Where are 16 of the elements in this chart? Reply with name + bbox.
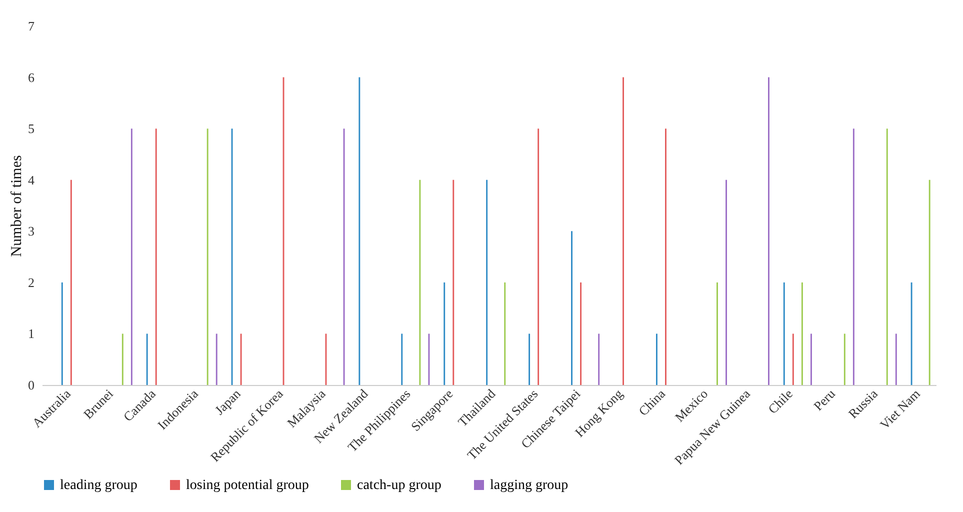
legend-label: leading group xyxy=(60,478,138,493)
y-tick-label: 4 xyxy=(28,172,35,188)
y-tick-label: 2 xyxy=(28,274,34,290)
y-tick-label: 5 xyxy=(28,121,34,136)
y-tick-label: 6 xyxy=(28,70,35,85)
x-tick-label: Viet Nam xyxy=(876,386,923,432)
legend-label: losing potential group xyxy=(186,478,309,493)
y-tick-label: 3 xyxy=(28,224,34,239)
legend-label: lagging group xyxy=(490,478,568,493)
x-tick-label: Peru xyxy=(810,386,838,414)
y-tick-label: 0 xyxy=(28,378,34,392)
x-tick-label: Chile xyxy=(764,386,796,417)
legend-label: catch-up group xyxy=(357,478,442,493)
y-axis-title: Number of times xyxy=(9,155,25,257)
y-tick-label: 7 xyxy=(28,18,35,34)
y-tick-label: 1 xyxy=(28,326,34,342)
